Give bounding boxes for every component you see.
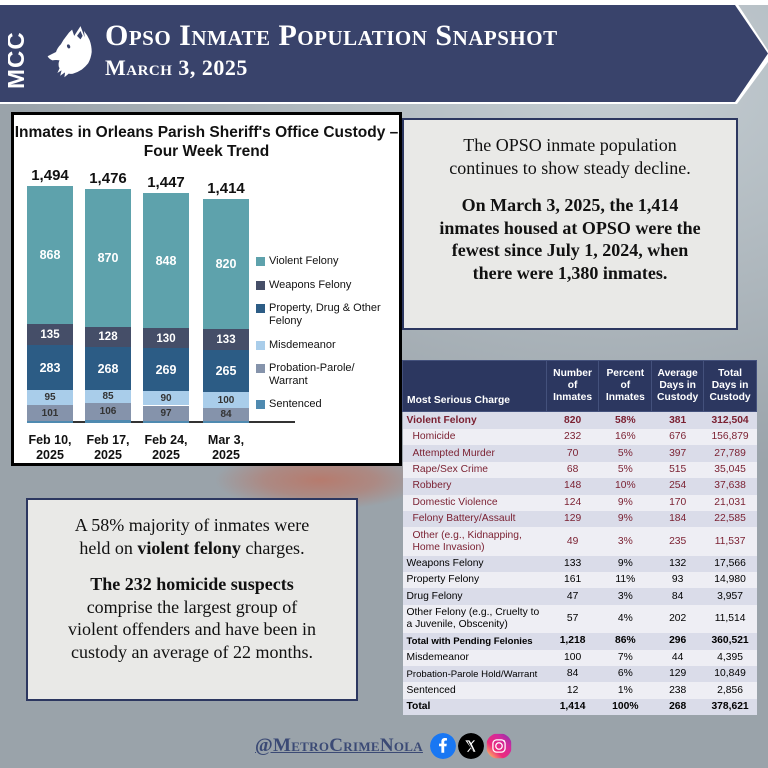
svg-text:MCC: MCC [8,31,30,89]
